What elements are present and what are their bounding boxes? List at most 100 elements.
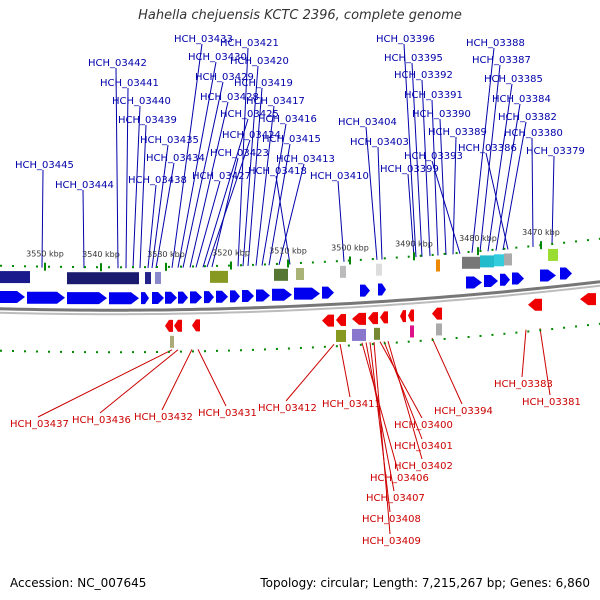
forward-gene-arrow (560, 267, 572, 280)
kbp-tick-label: 3530 kbp (147, 250, 185, 259)
kbp-tick-label: 3500 kbp (331, 243, 369, 252)
forward-label-connector (278, 163, 305, 266)
forward-gene-label: HCH_03413 (276, 154, 335, 165)
forward-label-connector (275, 175, 291, 265)
forward-gene-label: HCH_03388 (466, 38, 525, 49)
forward-label-connector (337, 180, 345, 262)
reverse-gene-arrow (400, 310, 406, 323)
forward-gene-arrow (500, 273, 510, 286)
forward-label-connector (132, 105, 141, 269)
lower-tick-rail (0, 322, 600, 354)
forward-gene-arrow (178, 291, 188, 304)
forward-gene-label: HCH_03445 (15, 160, 74, 171)
forward-label-connector (151, 144, 169, 269)
forward-gene-label: HCH_03391 (404, 90, 463, 101)
kbp-tick-label: 3510 kbp (269, 247, 307, 256)
forward-gene-label: HCH_03439 (118, 115, 177, 126)
forward-label-connector (82, 189, 85, 269)
forward-gene-label: HCH_03415 (262, 134, 321, 145)
reverse-gene-label: HCH_03409 (362, 536, 421, 547)
forward-gene-label: HCH_03435 (140, 135, 199, 146)
reverse-gene-label: HCH_03436 (72, 415, 131, 426)
forward-label-connector (189, 101, 229, 268)
backbone-line (0, 280, 600, 312)
forward-label-connector (407, 173, 415, 258)
forward-label-connector (471, 47, 495, 253)
forward-gene-arrow (242, 290, 254, 303)
reverse-gene-arrow (580, 293, 596, 306)
forward-gene-box (340, 265, 346, 278)
reverse-label-connector (383, 341, 423, 440)
forward-gene-label: HCH_03396 (376, 34, 435, 45)
forward-gene-arrow (152, 291, 164, 304)
forward-gene-box (0, 271, 30, 284)
reverse-gene-box (352, 328, 366, 341)
reverse-gene-label: HCH_03381 (522, 397, 581, 408)
forward-gene-label: HCH_03419 (234, 78, 293, 89)
forward-label-connector (247, 87, 263, 267)
forward-label-connector (182, 81, 224, 268)
reverse-label-connector (387, 340, 423, 460)
forward-label-connector (411, 62, 423, 257)
reverse-label-connector (361, 342, 399, 472)
forward-gene-arrow (67, 292, 107, 305)
forward-gene-label: HCH_03417 (246, 96, 305, 107)
forward-gene-box (436, 259, 440, 272)
forward-gene-label: HCH_03382 (498, 112, 557, 123)
forward-gene-arrow (204, 291, 214, 304)
forward-label-connector (139, 124, 147, 269)
forward-gene-label: HCH_03423 (210, 148, 269, 159)
reverse-gene-label: HCH_03402 (394, 461, 453, 472)
forward-gene-label: HCH_03386 (458, 143, 517, 154)
forward-gene-label: HCH_03441 (100, 78, 159, 89)
forward-gene-label: HCH_03390 (412, 109, 471, 120)
reverse-gene-label: HCH_03437 (10, 419, 69, 430)
reverse-gene-arrow (192, 319, 200, 332)
forward-gene-arrow (109, 292, 139, 305)
forward-gene-label: HCH_03393 (404, 151, 463, 162)
reverse-gene-label: HCH_03411 (322, 399, 381, 410)
forward-gene-label: HCH_03403 (350, 137, 409, 148)
forward-label-connector (531, 137, 534, 248)
reverse-label-connector (161, 349, 193, 411)
forward-label-connector (421, 79, 431, 257)
forward-gene-label: HCH_03385 (484, 74, 543, 85)
forward-label-connector (211, 157, 239, 268)
genome-backbone (0, 280, 600, 316)
forward-gene-box (296, 268, 304, 280)
forward-gene-label: HCH_03428 (200, 92, 259, 103)
kbp-tick-label: 3490 kbp (395, 239, 433, 248)
forward-label-connector (431, 99, 439, 256)
forward-gene-label: HCH_03395 (384, 53, 443, 64)
forward-gene-label: HCH_03387 (472, 55, 531, 66)
reverse-gene-arrow (528, 298, 542, 311)
forward-gene-label: HCH_03427 (192, 171, 251, 182)
genome-stats-text: Topology: circular; Length: 7,215,267 bp… (260, 576, 590, 590)
forward-label-connector (242, 65, 259, 267)
reverse-label-connector (431, 337, 463, 405)
reverse-gene-label: HCH_03432 (134, 412, 193, 423)
forward-gene-arrow (230, 290, 240, 303)
forward-gene-label: HCH_03442 (88, 58, 147, 69)
forward-gene-arrow (466, 276, 482, 289)
reverse-label-connector (379, 341, 423, 419)
forward-gene-box (155, 271, 161, 284)
forward-gene-label: HCH_03380 (504, 128, 563, 139)
forward-gene-label: HCH_03433 (174, 34, 233, 45)
forward-gene-label: HCH_03438 (128, 175, 187, 186)
forward-label-connector (147, 184, 157, 269)
forward-label-connector (255, 105, 275, 266)
forward-gene-label: HCH_03420 (230, 56, 289, 67)
kbp-tick-label: 3550 kbp (26, 250, 64, 259)
forward-label-connector (377, 146, 383, 260)
forward-gene-label: HCH_03444 (55, 180, 114, 191)
reverse-gene-arrow (322, 314, 334, 327)
forward-gene-arrow (216, 290, 228, 303)
kbp-tick-label: 3520 kbp (212, 249, 250, 258)
forward-gene-arrow (190, 291, 202, 304)
forward-gene-label: HCH_03416 (258, 114, 317, 125)
reverse-gene-box (410, 325, 414, 338)
reverse-label-connector (339, 343, 351, 398)
forward-gene-label: HCH_03399 (380, 164, 439, 175)
reverse-gene-arrow (174, 319, 182, 332)
